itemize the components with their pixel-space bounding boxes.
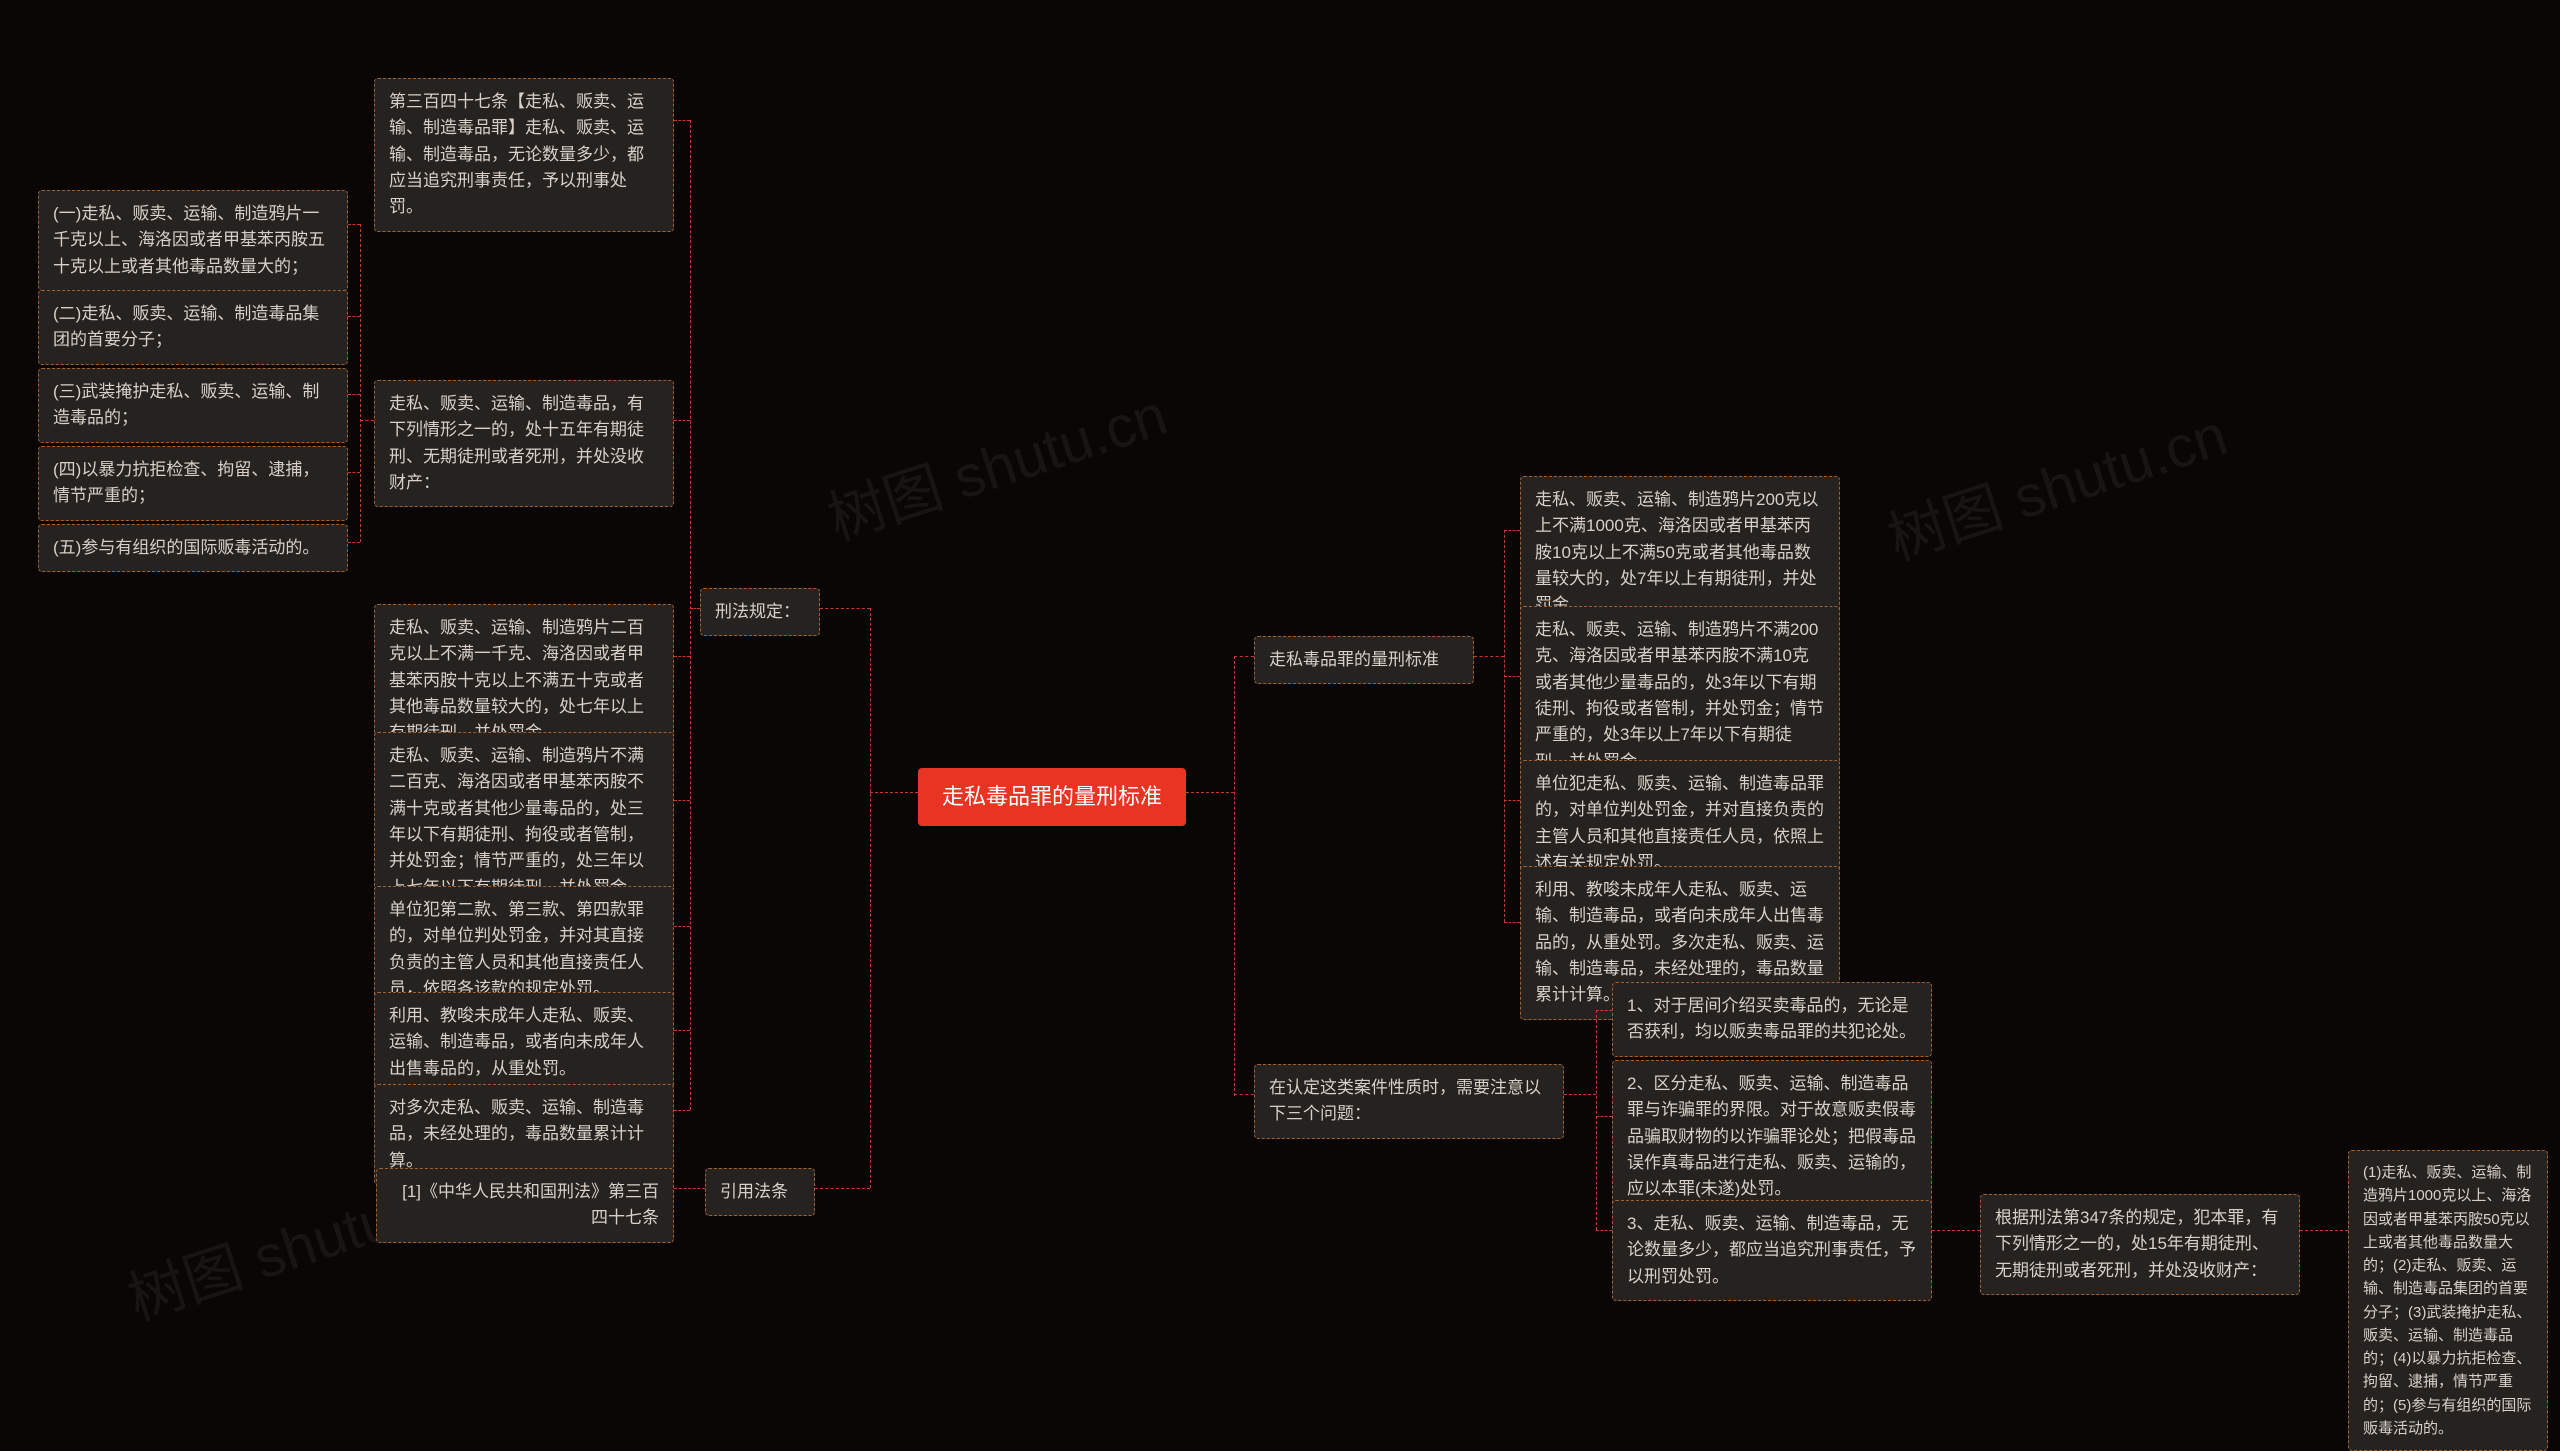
node[interactable]: (四)以暴力抗拒检查、拘留、逮捕，情节严重的；: [38, 446, 348, 521]
connector: [1596, 1230, 1612, 1231]
connector: [690, 608, 700, 609]
connector: [360, 224, 361, 542]
connector: [690, 120, 691, 1110]
connector: [1504, 922, 1520, 923]
node[interactable]: 走私、贩卖、运输、制造毒品，有下列情形之一的，处十五年有期徒刑、无期徒刑或者死刑…: [374, 380, 674, 507]
root-node[interactable]: 走私毒品罪的量刑标准: [918, 768, 1186, 826]
connector: [1596, 1010, 1612, 1011]
connector: [348, 472, 360, 473]
connector: [674, 656, 690, 657]
connector: [1234, 656, 1254, 657]
connector: [870, 608, 871, 1188]
watermark: 树图 shutu.cn: [816, 368, 1176, 556]
connector: [1474, 656, 1504, 657]
connector: [870, 792, 918, 793]
connector: [1596, 1010, 1597, 1230]
node[interactable]: (二)走私、贩卖、运输、制造毒品集团的首要分子；: [38, 290, 348, 365]
connector: [1564, 1094, 1596, 1095]
node[interactable]: [1]《中华人民共和国刑法》第三百四十七条: [376, 1168, 674, 1243]
connector: [1504, 676, 1520, 677]
branch-label[interactable]: 刑法规定：: [700, 588, 820, 636]
connector: [674, 120, 690, 121]
connector: [1932, 1230, 1980, 1231]
node[interactable]: 第三百四十七条【走私、贩卖、运输、制造毒品罪】走私、贩卖、运输、制造毒品，无论数…: [374, 78, 674, 232]
node[interactable]: (五)参与有组织的国际贩毒活动的。: [38, 524, 348, 572]
connector: [674, 1030, 690, 1031]
branch-label[interactable]: 引用法条: [705, 1168, 815, 1216]
connector: [674, 800, 690, 801]
node[interactable]: 1、对于居间介绍买卖毒品的，无论是否获利，均以贩卖毒品罪的共犯论处。: [1612, 982, 1932, 1057]
connector: [1504, 530, 1505, 922]
connector: [2300, 1230, 2348, 1231]
connector: [348, 224, 360, 225]
connector: [1596, 1116, 1612, 1117]
connector: [348, 316, 360, 317]
connector: [1234, 656, 1235, 1096]
connector: [674, 1110, 690, 1111]
connector: [1504, 530, 1520, 531]
branch-label[interactable]: 走私毒品罪的量刑标准: [1254, 636, 1474, 684]
watermark: 树图 shutu.cn: [1876, 388, 2236, 576]
connector: [1186, 792, 1234, 793]
node[interactable]: 2、区分走私、贩卖、运输、制造毒品罪与诈骗罪的界限。对于故意贩卖假毒品骗取财物的…: [1612, 1060, 1932, 1214]
connector: [1504, 800, 1520, 801]
branch-label[interactable]: 在认定这类案件性质时，需要注意以下三个问题：: [1254, 1064, 1564, 1139]
node[interactable]: 利用、教唆未成年人走私、贩卖、运输、制造毒品，或者向未成年人出售毒品的，从重处罚…: [374, 992, 674, 1093]
node[interactable]: (三)武装掩护走私、贩卖、运输、制造毒品的；: [38, 368, 348, 443]
connector: [360, 420, 374, 421]
node[interactable]: (1)走私、贩卖、运输、制造鸦片1000克以上、海洛因或者甲基苯丙胺50克以上或…: [2348, 1150, 2548, 1451]
connector: [674, 420, 690, 421]
node[interactable]: 3、走私、贩卖、运输、制造毒品，无论数量多少，都应当追究刑事责任，予以刑罚处罚。: [1612, 1200, 1932, 1301]
node[interactable]: (一)走私、贩卖、运输、制造鸦片一千克以上、海洛因或者甲基苯丙胺五十克以上或者其…: [38, 190, 348, 291]
connector: [348, 542, 360, 543]
connector: [1234, 1094, 1254, 1095]
node[interactable]: 根据刑法第347条的规定，犯本罪，有下列情形之一的，处15年有期徒刑、无期徒刑或…: [1980, 1194, 2300, 1295]
connector: [348, 394, 360, 395]
connector: [674, 926, 690, 927]
mindmap-canvas: 树图 shutu.cn 树图 shutu.cn 树图 shutu.cn 走私毒品…: [0, 0, 2560, 1352]
connector: [815, 1188, 870, 1189]
connector: [674, 1188, 705, 1189]
connector: [820, 608, 870, 609]
